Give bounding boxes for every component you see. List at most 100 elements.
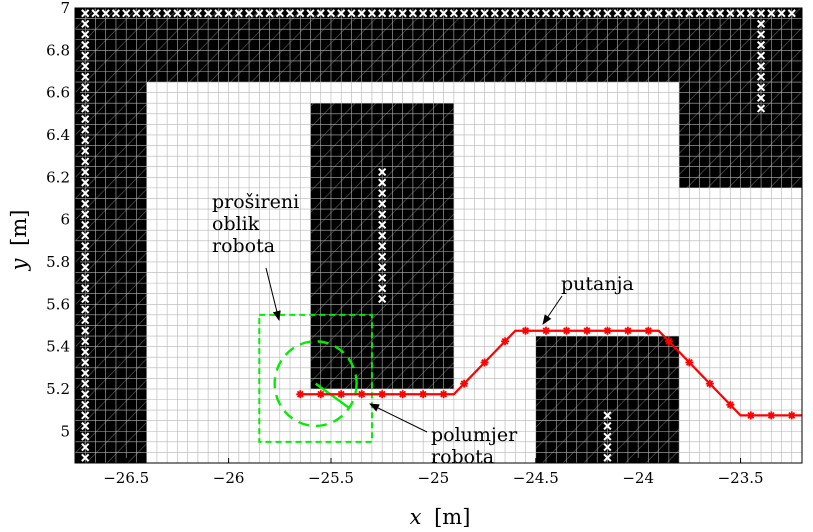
boundary-cross-stroke: [603, 453, 612, 462]
boundary-cell-marker: [603, 453, 612, 462]
boundary-cell-marker: [81, 220, 90, 230]
boundary-cell-marker: [81, 400, 90, 409]
boundary-cell-marker: [173, 9, 182, 18]
boundary-cell-marker: [736, 9, 745, 18]
grid-layer: [74, 7, 803, 464]
path-point-stroke: [788, 411, 796, 419]
boundary-cell-marker: [81, 316, 90, 325]
x-tick-label: −25: [418, 469, 450, 487]
boundary-cross-stroke: [81, 51, 90, 60]
boundary-cell-marker: [152, 9, 162, 18]
boundary-cross-stroke: [439, 9, 448, 18]
boundary-cross-stroke: [511, 9, 520, 18]
boundary-cross-stroke: [603, 9, 612, 18]
boundary-cross-stroke: [756, 9, 766, 18]
boundary-cross-stroke: [593, 9, 602, 18]
boundary-cell-marker: [756, 30, 766, 39]
boundary-cell-marker: [81, 83, 90, 92]
boundary-cell-marker: [480, 9, 489, 18]
path-point-stroke: [337, 390, 345, 398]
boundary-cell-marker: [378, 231, 387, 240]
boundary-cell-marker: [132, 9, 141, 18]
boundary-cross-stroke: [736, 9, 745, 18]
boundary-cross-stroke: [255, 9, 264, 18]
boundary-cross-stroke: [378, 210, 387, 219]
boundary-cross-stroke: [81, 241, 90, 251]
boundary-cell-marker: [81, 189, 90, 198]
boundary-cross-stroke: [81, 358, 90, 367]
boundary-cross-stroke: [81, 337, 90, 346]
boundary-cross-stroke: [81, 421, 90, 431]
boundary-cell-marker: [347, 9, 356, 18]
x-axis-var: x: [410, 505, 422, 529]
boundary-cell-marker: [562, 9, 571, 18]
boundary-cross-stroke: [347, 9, 356, 18]
boundary-cross-stroke: [419, 9, 428, 18]
annotation-path-line: putanja: [561, 273, 634, 295]
boundary-cross-stroke: [449, 9, 458, 18]
boundary-cell-marker: [81, 51, 90, 60]
boundary-cross-stroke: [244, 9, 254, 18]
x-tick-label: −25.5: [308, 469, 354, 487]
boundary-cross-stroke: [756, 40, 766, 50]
path-point: [357, 390, 366, 399]
annotation-path: putanja: [561, 273, 634, 295]
boundary-cross-stroke: [101, 9, 110, 18]
boundary-cross-stroke: [81, 284, 90, 293]
y-tick-label: 6.4: [46, 126, 70, 144]
annotation-radius-arrow: [369, 403, 428, 433]
boundary-cell-marker: [378, 167, 387, 177]
path-point: [337, 390, 346, 399]
boundary-cell-marker: [439, 9, 448, 18]
boundary-cross-stroke: [81, 390, 90, 399]
boundary-cell-marker: [756, 9, 766, 18]
y-tick-label: 5.4: [46, 338, 70, 356]
boundary-cell-marker: [81, 167, 90, 177]
path-point: [296, 390, 305, 399]
path-point: [316, 390, 325, 399]
annotation-extended-shape-line: oblik: [212, 213, 260, 235]
boundary-cell-marker: [787, 9, 796, 18]
boundary-cell-marker: [398, 9, 407, 18]
boundary-cell-marker: [81, 40, 90, 50]
boundary-cross-stroke: [81, 252, 90, 261]
boundary-cell-marker: [204, 9, 213, 18]
path-point-stroke: [296, 390, 304, 398]
boundary-cross-stroke: [81, 379, 90, 388]
boundary-cell-marker: [285, 9, 295, 18]
boundary-cell-marker: [81, 326, 90, 335]
path-point: [726, 400, 735, 409]
boundary-cross-stroke: [81, 368, 90, 378]
boundary-cell-marker: [81, 432, 90, 441]
path-point: [664, 337, 673, 346]
path-point: [439, 390, 448, 399]
annotation-extended-shape: prošireni oblik robota: [212, 191, 299, 257]
boundary-cell-marker: [81, 379, 90, 388]
boundary-cell-marker: [142, 9, 151, 18]
boundary-cross-stroke: [378, 284, 387, 293]
boundary-cross-stroke: [173, 9, 182, 18]
boundary-cross-stroke: [81, 136, 90, 145]
boundary-cell-marker: [122, 9, 131, 18]
boundary-cell-marker: [378, 220, 387, 230]
boundary-cell-marker: [756, 62, 766, 71]
annotation-path-arrow: [542, 295, 563, 325]
boundary-cell-marker: [531, 9, 540, 18]
boundary-cross-stroke: [326, 9, 336, 18]
boundary-cross-stroke: [552, 9, 561, 18]
path-point-stroke: [378, 390, 386, 398]
boundary-cell-marker: [777, 9, 786, 18]
boundary-cross-stroke: [521, 9, 530, 18]
path-point-stroke: [542, 327, 550, 335]
path-point: [767, 411, 776, 420]
boundary-cross-stroke: [767, 9, 776, 18]
boundary-cell-marker: [378, 178, 387, 187]
boundary-cross-stroke: [81, 19, 90, 28]
boundary-cell-marker: [81, 453, 90, 462]
boundary-cell-marker: [81, 252, 90, 261]
boundary-cell-marker: [183, 9, 192, 18]
boundary-cell-marker: [552, 9, 561, 18]
boundary-cross-stroke: [378, 294, 387, 304]
boundary-cell-marker: [81, 443, 90, 452]
